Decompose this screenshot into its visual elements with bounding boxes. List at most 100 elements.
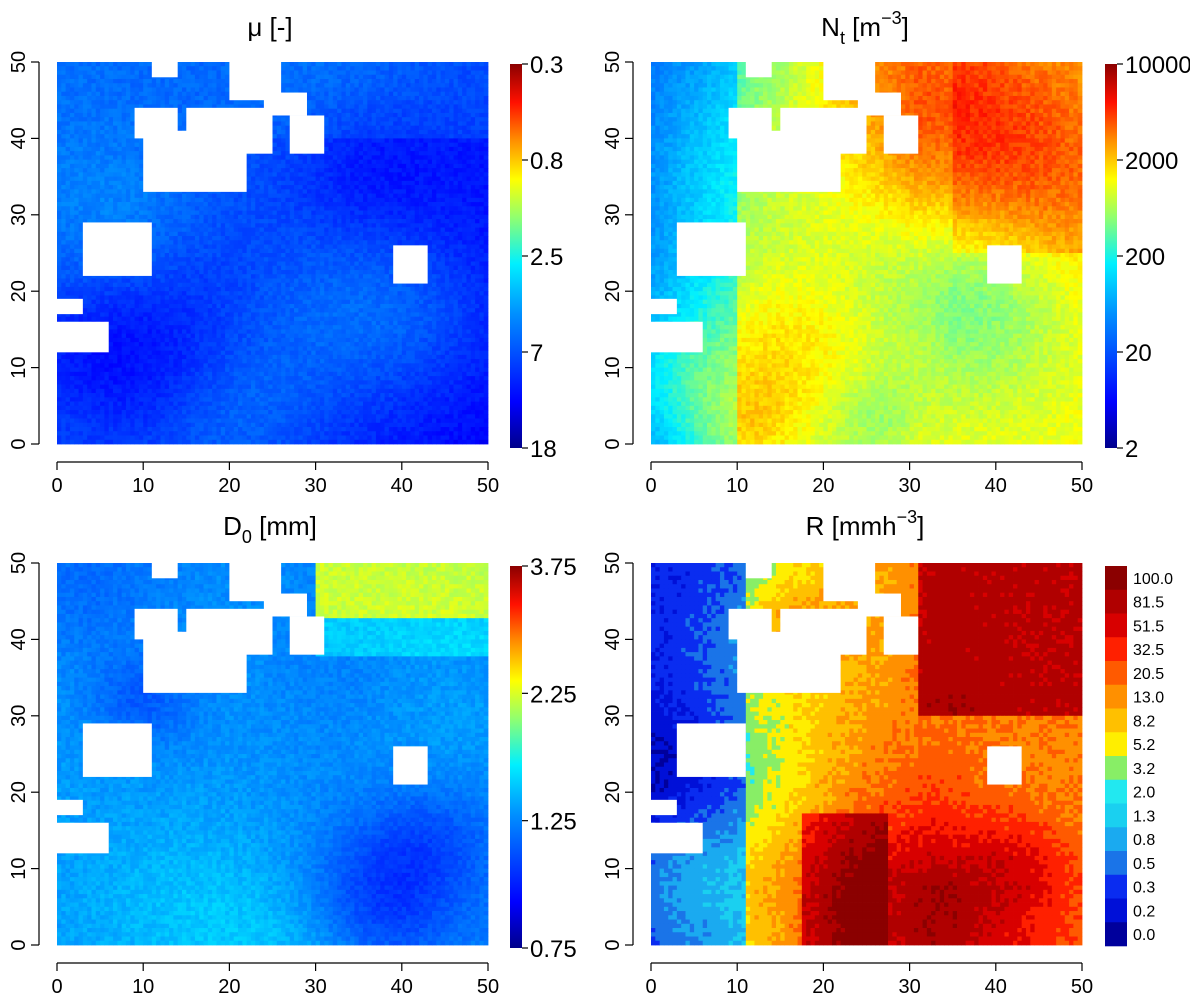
heatmap-cell <box>273 121 278 126</box>
heatmap-cell <box>415 66 420 71</box>
heatmap-cell <box>458 87 463 92</box>
heatmap-cell <box>471 113 476 118</box>
heatmap-cell <box>61 70 66 75</box>
heatmap-cell <box>350 66 355 71</box>
heatmap-cell <box>359 66 364 71</box>
heatmap-cell <box>148 75 153 80</box>
heatmap-cell <box>87 92 92 97</box>
heatmap-cell <box>354 66 359 71</box>
heatmap-cell <box>122 62 127 67</box>
heatmap-cell <box>96 109 101 114</box>
heatmap-cell <box>350 83 355 88</box>
heatmap-cell <box>70 117 75 122</box>
heatmap-cell <box>423 66 428 71</box>
heatmap-cell <box>199 92 204 97</box>
heatmap-cell <box>66 109 71 114</box>
heatmap-cell <box>341 66 346 71</box>
heatmap-cell <box>212 96 217 101</box>
heatmap-cell <box>285 70 290 75</box>
heatmap-cell <box>100 62 105 67</box>
heatmap-cell <box>406 66 411 71</box>
heatmap-cell <box>148 70 153 75</box>
heatmap-cell <box>410 62 415 67</box>
heatmap-cell <box>475 104 480 109</box>
heatmap-cell <box>316 87 321 92</box>
heatmap-cell <box>354 87 359 92</box>
heatmap-cell <box>445 83 450 88</box>
heatmap-cell <box>329 92 334 97</box>
heatmap-cell <box>165 87 170 92</box>
heatmap-cell <box>458 109 463 114</box>
heatmap-cell <box>441 96 446 101</box>
heatmap-cell <box>367 113 372 118</box>
heatmap-cell <box>419 66 424 71</box>
heatmap-cell <box>333 92 338 97</box>
heatmap-cell <box>341 117 346 122</box>
heatmap-cell <box>432 92 437 97</box>
heatmap-cell <box>445 92 450 97</box>
heatmap-cell <box>126 75 131 80</box>
heatmap-cell <box>316 96 321 101</box>
heatmap-cell <box>152 83 157 88</box>
heatmap-cell <box>363 70 368 75</box>
heatmap-cell <box>199 87 204 92</box>
heatmap-cell <box>70 96 75 101</box>
heatmap-cell <box>126 113 131 118</box>
heatmap-cell <box>363 75 368 80</box>
heatmap-cell <box>178 92 183 97</box>
heatmap-cell <box>117 87 122 92</box>
heatmap-cell <box>126 100 131 105</box>
heatmap-cell <box>436 87 441 92</box>
heatmap-cell <box>307 87 312 92</box>
heatmap-cell <box>100 117 105 122</box>
heatmap-cell <box>320 87 325 92</box>
heatmap-cell <box>397 62 402 67</box>
heatmap-cell <box>303 75 308 80</box>
heatmap-cell <box>449 92 454 97</box>
heatmap-cell <box>221 92 226 97</box>
heatmap-cell <box>298 79 303 84</box>
heatmap-cell <box>109 87 114 92</box>
heatmap-cell <box>173 83 178 88</box>
heatmap-cell <box>182 121 187 126</box>
heatmap-cell <box>462 104 467 109</box>
heatmap-cell <box>122 79 127 84</box>
heatmap-cell <box>393 117 398 122</box>
heatmap-cell <box>79 121 84 126</box>
heatmap-cell <box>61 104 66 109</box>
heatmap-cell <box>104 70 109 75</box>
heatmap-cell <box>113 83 118 88</box>
heatmap-cell <box>445 96 450 101</box>
heatmap-cell <box>169 83 174 88</box>
heatmap-cell <box>402 79 407 84</box>
heatmap-cell <box>372 100 377 105</box>
heatmap-cell <box>479 70 484 75</box>
heatmap-cell <box>104 117 109 122</box>
heatmap-cell <box>471 62 476 67</box>
heatmap-cell <box>100 66 105 71</box>
heatmap-cell <box>354 100 359 105</box>
heatmap-cell <box>96 75 101 80</box>
heatmap-cell <box>57 83 62 88</box>
heatmap-cell <box>380 62 385 67</box>
heatmap-cell <box>208 100 213 105</box>
heatmap-cell <box>126 87 131 92</box>
heatmap-cell <box>350 113 355 118</box>
heatmap-cell <box>367 79 372 84</box>
heatmap-cell <box>479 100 484 105</box>
heatmap-cell <box>393 79 398 84</box>
heatmap-cell <box>380 104 385 109</box>
heatmap-cell <box>311 92 316 97</box>
heatmap-cell <box>303 87 308 92</box>
heatmap-cell <box>337 96 342 101</box>
heatmap-cell <box>346 109 351 114</box>
heatmap-cell <box>143 92 148 97</box>
heatmap-cell <box>195 62 200 67</box>
heatmap-cell <box>372 92 377 97</box>
heatmap-cell <box>462 62 467 67</box>
heatmap-cell <box>354 96 359 101</box>
heatmap-cell <box>130 113 135 118</box>
heatmap-cell <box>204 79 209 84</box>
heatmap-cell <box>143 96 148 101</box>
heatmap-cell <box>346 113 351 118</box>
